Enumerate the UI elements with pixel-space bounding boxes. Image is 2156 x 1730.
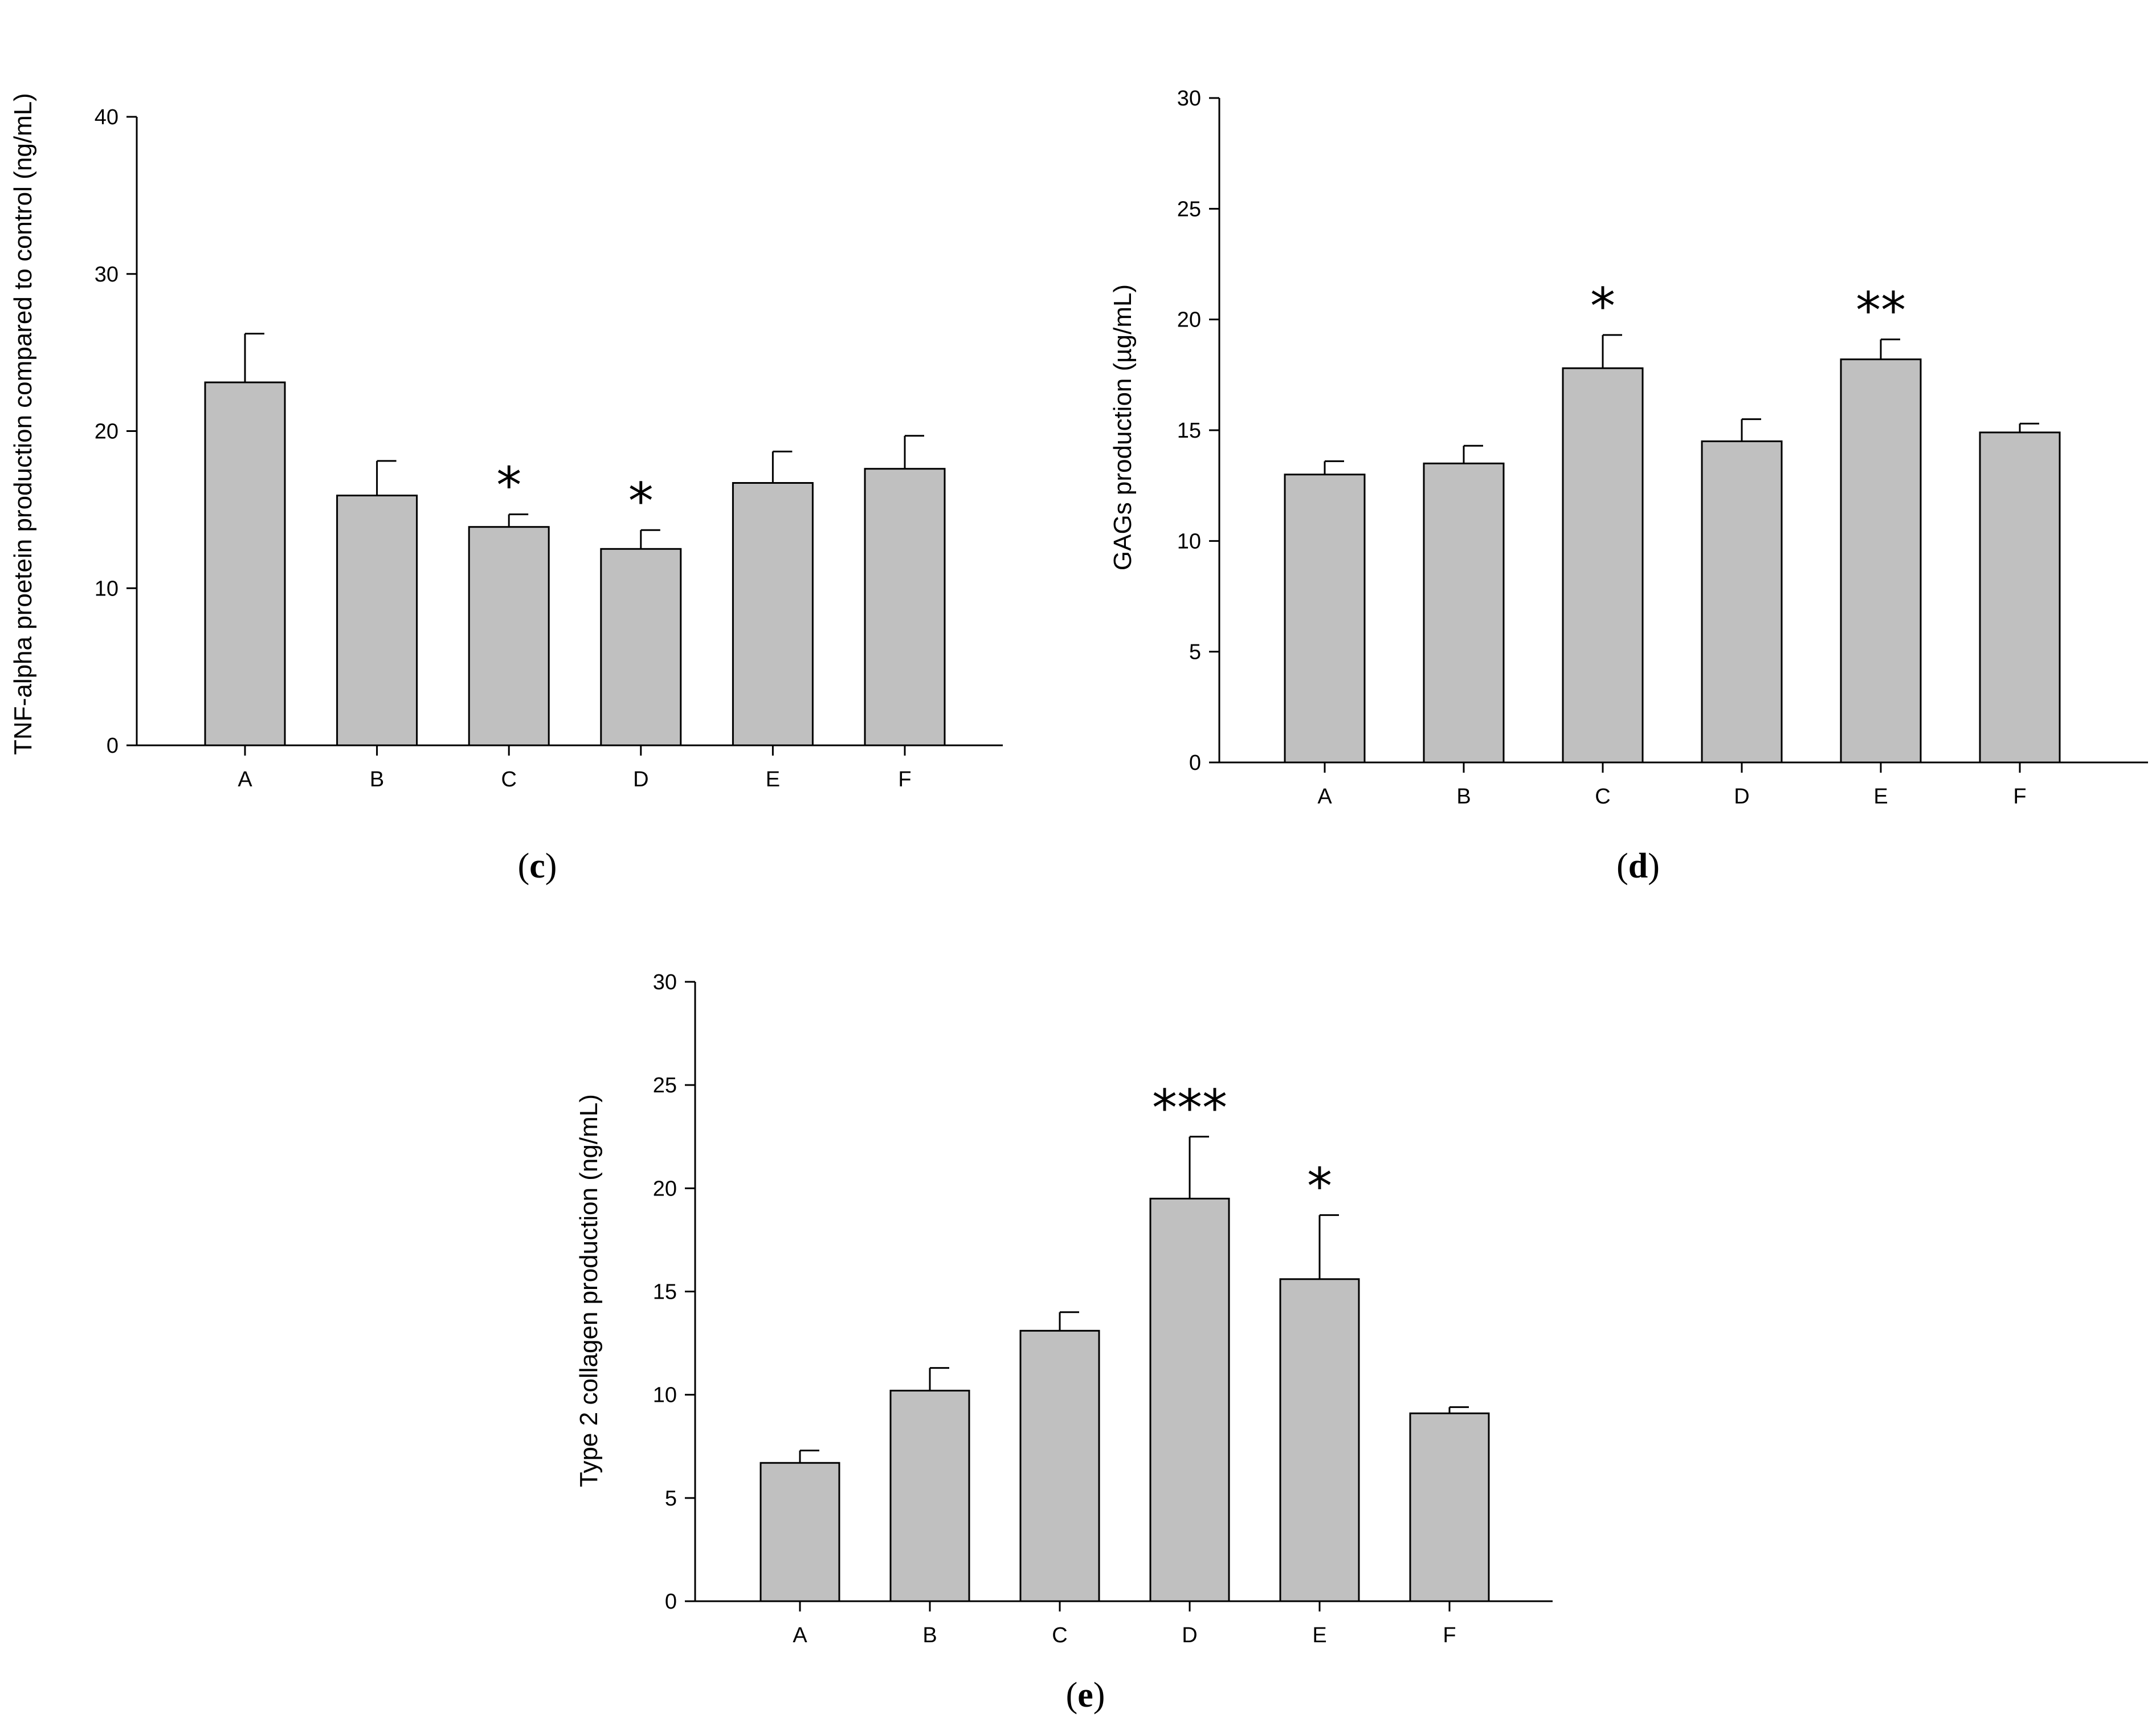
chart-d-y-tick-label: 0 — [1189, 751, 1201, 775]
chart-e-bar — [889, 1389, 970, 1602]
chart-e-y-tick-label: 0 — [665, 1590, 677, 1614]
chart-e-y-tick-label: 10 — [653, 1384, 677, 1407]
chart-c-bar — [204, 381, 286, 746]
chart-e-x-tick-label: A — [793, 1623, 807, 1647]
chart-e-bar — [1019, 1329, 1100, 1602]
chart-d-bar — [1284, 474, 1366, 764]
chart-d-y-tick-label: 20 — [1177, 308, 1201, 332]
chart-d-bar — [1979, 431, 2061, 764]
panel-label-c-letter: c — [529, 847, 545, 886]
chart-c: TNF-alpha proetein production compared t… — [9, 93, 1003, 791]
chart-e-y-tick-label: 20 — [653, 1177, 677, 1201]
chart-c-x-tick-label: E — [766, 768, 780, 791]
chart-c-y-tick-label: 40 — [95, 105, 119, 129]
chart-e-x-tick-label: E — [1312, 1623, 1326, 1647]
chart-d-x-tick-label: D — [1734, 785, 1749, 809]
chart-e-bar — [760, 1462, 840, 1602]
chart-e-bar — [1279, 1278, 1360, 1602]
chart-c-bar — [600, 548, 682, 746]
chart-c-x-tick-label: D — [633, 768, 648, 791]
chart-c-y-tick-label: 0 — [107, 734, 119, 758]
panel-label-e-close: ) — [1093, 1676, 1105, 1715]
chart-c-bar — [336, 495, 418, 746]
panel-label-d-open: ( — [1616, 847, 1628, 886]
panel-label-c-close: ) — [545, 847, 557, 886]
chart-d-y-tick-label: 25 — [1177, 197, 1201, 221]
chart-e-bar — [1409, 1412, 1490, 1602]
chart-d-ylabel: GAGs production (µg/mL) — [1109, 284, 1137, 570]
panel-label-c: (c) — [518, 847, 557, 886]
chart-e-significance-label: * — [1307, 1157, 1332, 1215]
chart-c-y-tick-label: 20 — [95, 420, 119, 444]
panel-label-d-close: ) — [1648, 847, 1660, 886]
chart-d-significance-label: * — [1590, 277, 1615, 336]
chart-e-x-tick-label: C — [1052, 1623, 1067, 1647]
panel-label-e-open: ( — [1066, 1676, 1078, 1715]
chart-c-x-tick-label: F — [898, 768, 911, 791]
panel-label-c-open: ( — [518, 847, 530, 886]
chart-d-y-tick-label: 30 — [1177, 87, 1201, 111]
chart-c-bar — [864, 468, 946, 746]
chart-e-bar — [1149, 1197, 1230, 1602]
panel-label-d-letter: d — [1628, 847, 1648, 886]
chart-d-y-tick-label: 15 — [1177, 419, 1201, 443]
chart-e-x-tick-label: F — [1443, 1623, 1456, 1647]
chart-c-y-tick-label: 30 — [95, 263, 119, 287]
chart-d: GAGs production (µg/mL) 0 5 10 15 20 25 30 A B C *… — [1109, 87, 2148, 809]
chart-e-x-tick-label: D — [1182, 1623, 1197, 1647]
chart-d-bar — [1562, 367, 1644, 764]
chart-e-y-tick-label: 30 — [653, 970, 677, 994]
chart-d-x-tick-label: A — [1317, 785, 1332, 809]
chart-e-y-tick-label: 15 — [653, 1280, 677, 1304]
chart-c-y-tick-label: 10 — [95, 577, 119, 601]
chart-e-y-tick-label: 25 — [653, 1074, 677, 1097]
chart-d-significance-label: ** — [1856, 281, 1906, 340]
chart-e-ylabel: Type 2 collagen production (ng/mL) — [575, 1094, 603, 1487]
chart-d-y-tick-label: 5 — [1189, 640, 1201, 664]
chart-c-significance-label: * — [628, 472, 654, 531]
chart-c-bar — [732, 482, 814, 746]
chart-d-bar — [1701, 440, 1783, 764]
chart-d-bar — [1423, 462, 1505, 764]
chart-e-x-tick-label: B — [922, 1623, 937, 1647]
chart-d-y-tick-label: 10 — [1177, 529, 1201, 553]
chart-c-significance-label: * — [496, 456, 521, 515]
chart-c-x-tick-label: A — [238, 768, 252, 791]
panel-label-d: (d) — [1616, 847, 1660, 886]
chart-d-x-tick-label: C — [1595, 785, 1610, 809]
chart-c-x-tick-label: C — [501, 768, 516, 791]
chart-e-significance-label: *** — [1152, 1079, 1227, 1137]
chart-c-bar — [468, 526, 550, 746]
panel-label-e-letter: e — [1077, 1676, 1093, 1715]
chart-d-x-tick-label: E — [1873, 785, 1888, 809]
chart-c-x-tick-label: B — [370, 768, 384, 791]
chart-e-y-tick-label: 5 — [665, 1487, 677, 1511]
chart-d-x-tick-label: B — [1456, 785, 1471, 809]
chart-e: Type 2 collagen production (ng/mL) 0 5 10 1… — [575, 970, 1553, 1647]
panel-label-e: (e) — [1066, 1676, 1105, 1715]
chart-d-bar — [1840, 358, 1922, 764]
chart-d-x-tick-label: F — [2013, 785, 2026, 809]
chart-c-ylabel: TNF-alpha proetein production compared t… — [9, 93, 37, 755]
